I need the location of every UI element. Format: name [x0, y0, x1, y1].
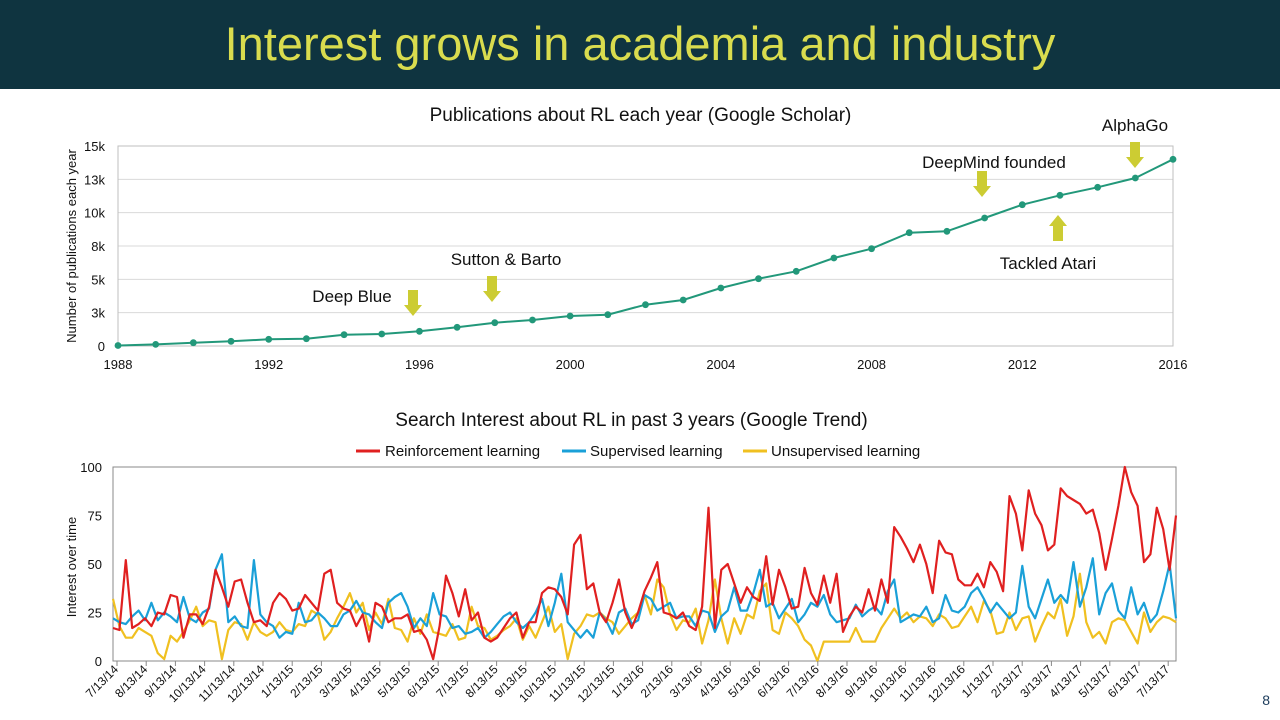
chart1-data-point	[1018, 201, 1026, 209]
chart2-legend-label: Unsupervised learning	[771, 443, 920, 460]
chart1-data-point	[566, 312, 574, 320]
chart1-annotation-label: Tackled Atari	[1000, 254, 1096, 273]
chart1-annotation-arrow	[404, 290, 422, 316]
chart1-data-point	[302, 335, 310, 343]
chart1-ytick-label: 8k	[91, 239, 105, 254]
chart1-annotation-label: Sutton & Barto	[451, 250, 562, 269]
chart1-data-point	[717, 284, 725, 292]
chart1-annotation-arrow	[483, 276, 501, 302]
chart1-xtick-label: 2000	[556, 357, 585, 372]
chart1-annotation-label: DeepMind founded	[922, 153, 1066, 172]
chart2-ytick-label: 100	[80, 460, 102, 475]
slide-title: Interest grows in academia and industry	[224, 17, 1056, 70]
chart2-legend-label: Reinforcement learning	[385, 443, 540, 460]
chart1-xtick-label: 2004	[706, 357, 735, 372]
chart2-series-line	[111, 572, 1177, 663]
chart1-data-point	[416, 327, 423, 335]
chart1-title: Publications about RL each year (Google …	[430, 105, 852, 126]
chart1-xtick-label: 1996	[405, 357, 434, 372]
chart2-ytick-label: 0	[95, 654, 102, 669]
chart2-ytick-label: 75	[88, 509, 102, 524]
chart1-xtick-label: 1988	[104, 357, 133, 372]
chart1-annotation-arrow	[1126, 142, 1144, 168]
chart1-data-point	[152, 341, 160, 348]
chart1-data-point	[830, 254, 838, 262]
chart1-data-point	[340, 331, 348, 339]
chart1-ylabel: Number of publications each year	[64, 149, 79, 343]
chart1-data-point	[529, 316, 536, 324]
chart1-data-point	[679, 296, 687, 304]
slide-header: Interest grows in academia and industry	[0, 0, 1280, 89]
chart1-data-point	[755, 275, 762, 283]
chart1-data-point	[453, 323, 461, 331]
chart1-data-point	[943, 227, 951, 235]
chart1-ytick-label: 0	[98, 339, 105, 354]
chart1-ytick-label: 3k	[91, 306, 105, 321]
chart1-plot-border	[117, 145, 1174, 347]
chart1-annotation-arrow	[1049, 215, 1067, 241]
chart1-data-point	[604, 311, 612, 319]
chart1-xtick-label: 1992	[254, 357, 283, 372]
chart1-data-point	[189, 339, 197, 347]
chart2-ylabel: Interest over time	[64, 517, 79, 617]
chart2-title: Search Interest about RL in past 3 years…	[395, 410, 867, 431]
chart1-data-point	[227, 337, 235, 345]
chart1-data-point	[1056, 191, 1064, 199]
chart1-xtick-label: 2016	[1159, 357, 1188, 372]
chart1-data-point	[1131, 174, 1139, 182]
search-interest-chart: Search Interest about RL in past 3 years…	[64, 410, 1178, 705]
chart1-annotation-label: Deep Blue	[312, 287, 391, 306]
chart1-xtick-label: 2008	[857, 357, 886, 372]
chart1-series-line	[117, 158, 1174, 347]
chart2-ytick-label: 50	[88, 557, 102, 572]
chart1-xtick-label: 2012	[1008, 357, 1037, 372]
chart1-annotation-label: AlphaGo	[1102, 116, 1168, 135]
chart1-data-point	[981, 214, 989, 222]
chart1-data-point	[114, 342, 122, 349]
chart1-data-point	[905, 229, 913, 237]
chart1-ytick-label: 15k	[84, 139, 105, 154]
chart1-data-point	[265, 335, 273, 343]
chart1-data-point	[1169, 155, 1177, 163]
chart1-ytick-label: 10k	[84, 206, 105, 221]
publications-chart: Publications about RL each year (Google …	[64, 105, 1187, 372]
chart2-plot-border	[112, 466, 1177, 662]
chart1-data-point	[868, 245, 875, 253]
chart1-ytick-label: 5k	[91, 272, 105, 287]
chart2-xtick-label: 7/13/17	[1134, 662, 1172, 700]
chart1-data-point	[642, 301, 649, 309]
chart2-series-line	[112, 553, 1178, 639]
page-number: 8	[1262, 692, 1270, 708]
chart2-ytick-label: 25	[88, 606, 102, 621]
chart1-annotation-arrow	[973, 171, 991, 197]
chart1-data-point	[1094, 183, 1102, 191]
chart1-data-point	[792, 267, 800, 275]
chart1-data-point	[378, 330, 386, 338]
chart1-data-point	[491, 319, 499, 327]
chart2-legend-label: Supervised learning	[590, 443, 723, 460]
chart1-ytick-label: 13k	[84, 172, 105, 187]
chart2-series-line	[112, 465, 1178, 661]
